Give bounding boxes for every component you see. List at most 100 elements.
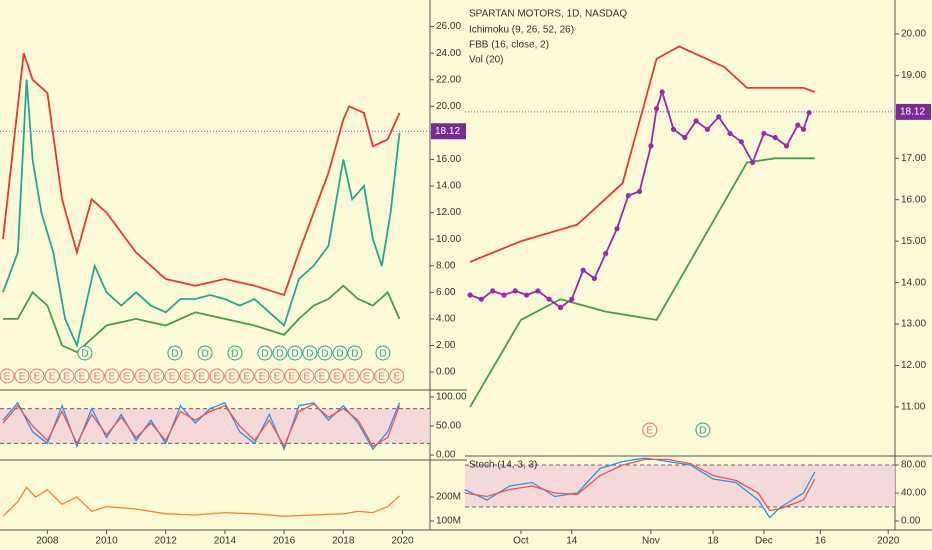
event-marker	[194, 368, 210, 384]
event-label: E	[198, 372, 205, 383]
event-label: E	[4, 372, 11, 383]
close-point	[636, 188, 643, 195]
event-label: D	[231, 349, 238, 360]
close-point	[557, 304, 564, 311]
close-point	[750, 159, 756, 166]
series-line	[2, 486, 400, 517]
x-tick-label: 2018	[332, 536, 355, 547]
y-tick-label: 22.00	[436, 74, 461, 85]
event-label: E	[274, 372, 281, 383]
event-marker	[197, 345, 213, 361]
y-tick-label: 14.00	[436, 181, 461, 192]
close-point	[603, 251, 609, 257]
event-marker	[269, 368, 285, 384]
event-marker	[29, 368, 45, 384]
close-point	[727, 130, 733, 137]
close-point	[512, 288, 518, 294]
y-tick-label: 80.00	[901, 460, 926, 471]
close-point	[625, 192, 631, 199]
y-tick-label: 100M	[436, 516, 461, 527]
close-point	[580, 267, 586, 273]
y-tick-label: 11.00	[901, 402, 926, 413]
x-tick-label: 2012	[155, 536, 178, 547]
last-price-label: 18.12	[435, 126, 460, 137]
series-line	[464, 458, 816, 512]
event-marker	[134, 368, 150, 384]
series-line	[2, 403, 401, 448]
event-marker	[389, 368, 405, 384]
event-label: D	[351, 349, 358, 360]
event-label: E	[94, 372, 101, 383]
y-tick-label: 16.00	[901, 194, 926, 205]
event-label: E	[319, 372, 326, 383]
close-point	[467, 292, 473, 298]
event-label: D	[171, 349, 178, 360]
x-tick-label: 2010	[95, 536, 118, 547]
event-marker	[104, 368, 120, 384]
close-point	[693, 118, 699, 124]
event-label: E	[79, 372, 86, 383]
series-line	[3, 284, 401, 354]
close-point	[501, 292, 507, 298]
event-marker	[239, 368, 255, 384]
event-marker	[374, 368, 390, 384]
y-tick-label: 20.00	[901, 29, 926, 40]
y-tick-label: 19.00	[901, 70, 926, 81]
y-tick-label: 50.00	[436, 421, 461, 432]
close-point	[738, 139, 744, 145]
y-tick-label: 0.00	[436, 450, 456, 461]
event-marker	[695, 422, 711, 438]
y-tick-label: 13.00	[901, 319, 926, 330]
event-marker	[149, 368, 165, 384]
event-label: D	[699, 426, 706, 437]
y-tick-label: 17.00	[901, 153, 926, 164]
event-marker	[167, 345, 183, 361]
y-tick-label: 24.00	[436, 48, 461, 59]
event-marker	[14, 368, 30, 384]
x-tick-label: 2020	[391, 536, 414, 547]
event-label: E	[169, 372, 176, 383]
y-tick-label: 12.00	[901, 360, 926, 371]
event-label: E	[646, 426, 653, 437]
event-label: D	[306, 349, 313, 360]
series-line	[2, 52, 401, 297]
close-point	[783, 143, 790, 149]
y-tick-label: 12.00	[436, 207, 461, 218]
y-tick-label: 26.00	[436, 21, 461, 32]
event-label: E	[304, 372, 311, 383]
last-price-box	[431, 123, 466, 140]
event-marker	[375, 345, 391, 361]
close-point	[546, 296, 552, 302]
event-marker	[329, 368, 345, 384]
series-line	[469, 45, 816, 263]
y-tick-label: 2.00	[436, 340, 456, 351]
event-marker	[344, 368, 360, 384]
event-marker	[302, 345, 318, 361]
close-point	[761, 130, 767, 137]
event-marker	[314, 368, 330, 384]
event-label: E	[184, 372, 191, 383]
x-tick-label: 2008	[36, 536, 59, 547]
event-marker	[347, 345, 363, 361]
event-marker	[254, 368, 270, 384]
x-tick-label: 16	[815, 536, 827, 547]
close-point	[670, 126, 677, 132]
event-label: E	[243, 372, 250, 383]
close-point	[772, 134, 778, 141]
event-marker	[257, 345, 273, 361]
event-marker	[0, 368, 15, 384]
event-label: E	[64, 372, 71, 383]
event-label: E	[139, 372, 146, 383]
event-label: E	[109, 372, 116, 383]
event-label: E	[19, 372, 26, 383]
y-tick-label: 8.00	[436, 260, 456, 271]
event-label: E	[124, 372, 131, 383]
x-tick-label: Nov	[642, 536, 660, 547]
event-marker	[287, 345, 303, 361]
close-point	[800, 126, 807, 132]
event-label: E	[378, 372, 385, 383]
close-point	[806, 110, 812, 116]
x-tick-label: Dec	[755, 536, 773, 547]
event-label: E	[154, 372, 161, 383]
